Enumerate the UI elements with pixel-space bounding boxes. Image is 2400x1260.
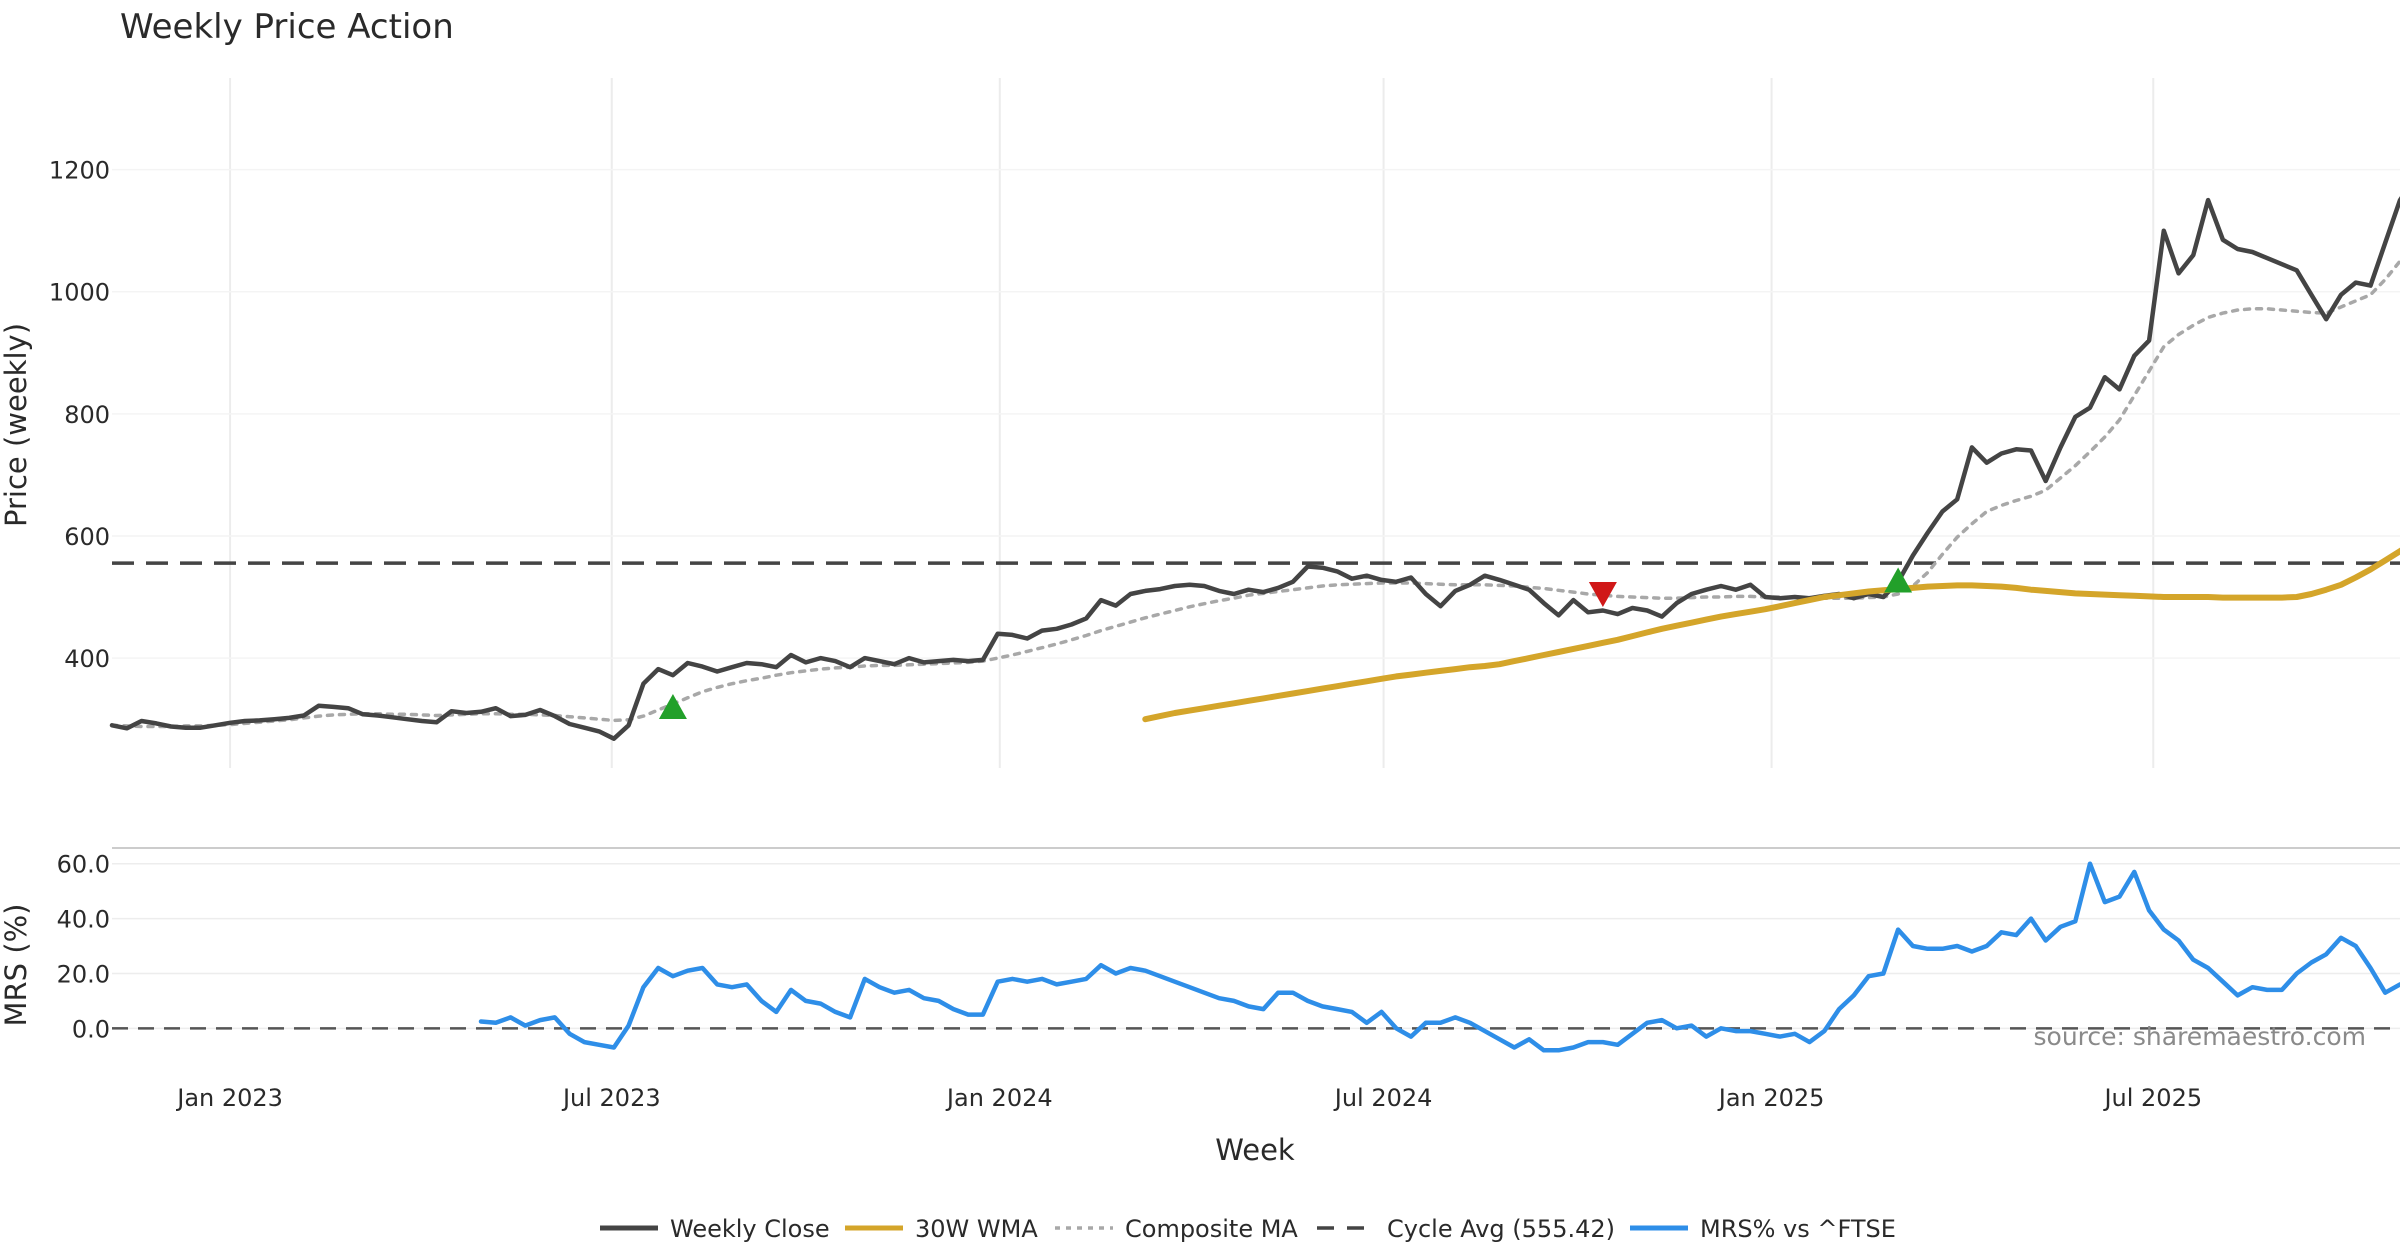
- legend-item: Composite MA: [1055, 1215, 1298, 1243]
- price-y-tick-label: 1000: [49, 279, 110, 307]
- wma-30w-line: [1142, 547, 2400, 723]
- mrs-y-axis-label: MRS (%): [0, 904, 33, 1027]
- x-tick-label: Jul 2023: [561, 1084, 661, 1112]
- price-series-group: [109, 196, 2400, 741]
- mrs-y-tick-label: 0.0: [72, 1015, 110, 1043]
- x-ticks: Jan 2023 Jul 2023 Jan 2024 Jul 2024 Jan 2025…: [175, 1084, 2202, 1112]
- x-tick-label: Jan 2025: [1717, 1084, 1825, 1112]
- legend-item: MRS% vs ^FTSE: [1630, 1215, 1896, 1243]
- legend-item: Cycle Avg (555.42): [1317, 1215, 1615, 1243]
- legend: Weekly Close 30W WMA Composite MA Cycle Avg…: [600, 1215, 1896, 1243]
- buy-signal-marker: [1884, 567, 1913, 593]
- price-y-tick-label: 400: [64, 645, 110, 673]
- mrs-y-tick-label: 20.0: [57, 960, 110, 988]
- mrs-y-tick-label: 40.0: [57, 906, 110, 934]
- chart-title: Weekly Price Action: [120, 7, 454, 47]
- source-label: source: sharemaestro.com: [2034, 1022, 2367, 1051]
- weekly-close-line: [109, 196, 2400, 741]
- legend-label: MRS% vs ^FTSE: [1700, 1215, 1896, 1243]
- price-y-tick-label: 800: [64, 401, 110, 429]
- sell-signal-marker: [1588, 581, 1617, 607]
- price-y-tick-label: 600: [64, 523, 110, 551]
- x-tick-label: Jul 2025: [2102, 1084, 2202, 1112]
- x-tick-label: Jan 2023: [175, 1084, 283, 1112]
- price-y-ticks: 400 600 800 1000 1200: [49, 157, 110, 673]
- legend-label: 30W WMA: [915, 1215, 1038, 1243]
- mrs-y-tick-label: 60.0: [57, 851, 110, 879]
- x-tick-label: Jan 2024: [945, 1084, 1053, 1112]
- mrs-line: [478, 861, 2400, 1053]
- legend-label: Weekly Close: [670, 1215, 830, 1243]
- buy-signal-marker: [658, 693, 687, 719]
- legend-item: Weekly Close: [600, 1215, 830, 1243]
- x-axis-label: Week: [1215, 1133, 1295, 1167]
- mrs-y-ticks: 0.0 20.0 40.0 60.0: [57, 851, 110, 1044]
- x-tick-label: Jul 2024: [1333, 1084, 1433, 1112]
- legend-label: Composite MA: [1125, 1215, 1298, 1243]
- legend-item: 30W WMA: [845, 1215, 1038, 1243]
- signal-markers: [658, 567, 1913, 719]
- price-y-axis-label: Price (weekly): [0, 323, 33, 527]
- mrs-series-group: [478, 861, 2400, 1053]
- price-y-tick-label: 1200: [49, 157, 110, 185]
- composite-ma-line: [110, 258, 2400, 729]
- price-grid: [112, 78, 2400, 768]
- legend-label: Cycle Avg (555.42): [1387, 1215, 1615, 1243]
- mrs-grid: [112, 862, 2400, 1030]
